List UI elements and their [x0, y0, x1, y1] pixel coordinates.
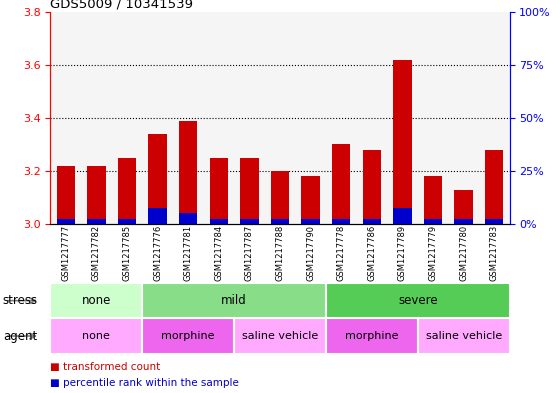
Bar	[485, 150, 503, 224]
Bar	[363, 219, 381, 224]
Text: ■ transformed count: ■ transformed count	[50, 362, 161, 373]
Bar	[179, 121, 197, 224]
Bar	[332, 219, 351, 224]
Bar	[301, 176, 320, 224]
Text: GSM1217779: GSM1217779	[428, 225, 437, 281]
Bar	[209, 219, 228, 224]
Bar	[209, 158, 228, 224]
Bar	[393, 208, 412, 224]
Text: GSM1217786: GSM1217786	[367, 225, 376, 281]
Bar	[240, 219, 259, 224]
Bar	[50, 283, 142, 318]
Text: severe: severe	[398, 294, 437, 307]
Bar	[271, 171, 289, 224]
Text: GDS5009 / 10341539: GDS5009 / 10341539	[50, 0, 193, 11]
Bar	[418, 318, 510, 354]
Bar	[142, 283, 326, 318]
Text: GSM1217782: GSM1217782	[92, 225, 101, 281]
Text: agent: agent	[3, 329, 37, 343]
Text: saline vehicle: saline vehicle	[426, 331, 502, 341]
Text: GSM1217776: GSM1217776	[153, 225, 162, 281]
Text: GSM1217785: GSM1217785	[123, 225, 132, 281]
Bar	[179, 213, 197, 224]
Bar	[326, 318, 418, 354]
Bar	[332, 144, 351, 224]
Text: none: none	[82, 331, 110, 341]
Bar	[363, 150, 381, 224]
Bar	[142, 318, 234, 354]
Text: GSM1217777: GSM1217777	[61, 225, 70, 281]
Bar	[50, 318, 142, 354]
Text: saline vehicle: saline vehicle	[242, 331, 318, 341]
Text: GSM1217789: GSM1217789	[398, 225, 407, 281]
Bar	[57, 165, 75, 224]
Bar	[234, 318, 326, 354]
Bar	[455, 219, 473, 224]
Text: none: none	[82, 294, 111, 307]
Bar	[393, 59, 412, 224]
Bar	[57, 219, 75, 224]
Text: GSM1217790: GSM1217790	[306, 225, 315, 281]
Text: GSM1217780: GSM1217780	[459, 225, 468, 281]
Text: ■ percentile rank within the sample: ■ percentile rank within the sample	[50, 378, 239, 388]
Text: morphine: morphine	[345, 331, 399, 341]
Text: GSM1217783: GSM1217783	[490, 225, 499, 281]
Bar	[424, 176, 442, 224]
Bar	[148, 208, 167, 224]
Text: GSM1217778: GSM1217778	[337, 225, 346, 281]
Bar	[240, 158, 259, 224]
Bar	[424, 219, 442, 224]
Bar	[87, 165, 105, 224]
Bar	[271, 219, 289, 224]
Bar	[87, 219, 105, 224]
Bar	[301, 219, 320, 224]
Bar	[148, 134, 167, 224]
Bar	[118, 219, 136, 224]
Text: GSM1217788: GSM1217788	[276, 225, 284, 281]
Text: morphine: morphine	[161, 331, 215, 341]
Text: GSM1217787: GSM1217787	[245, 225, 254, 281]
Text: mild: mild	[221, 294, 247, 307]
Bar	[118, 158, 136, 224]
Bar	[326, 283, 510, 318]
Text: GSM1217784: GSM1217784	[214, 225, 223, 281]
Bar	[485, 219, 503, 224]
Bar	[455, 189, 473, 224]
Text: GSM1217781: GSM1217781	[184, 225, 193, 281]
Text: stress: stress	[3, 294, 38, 307]
